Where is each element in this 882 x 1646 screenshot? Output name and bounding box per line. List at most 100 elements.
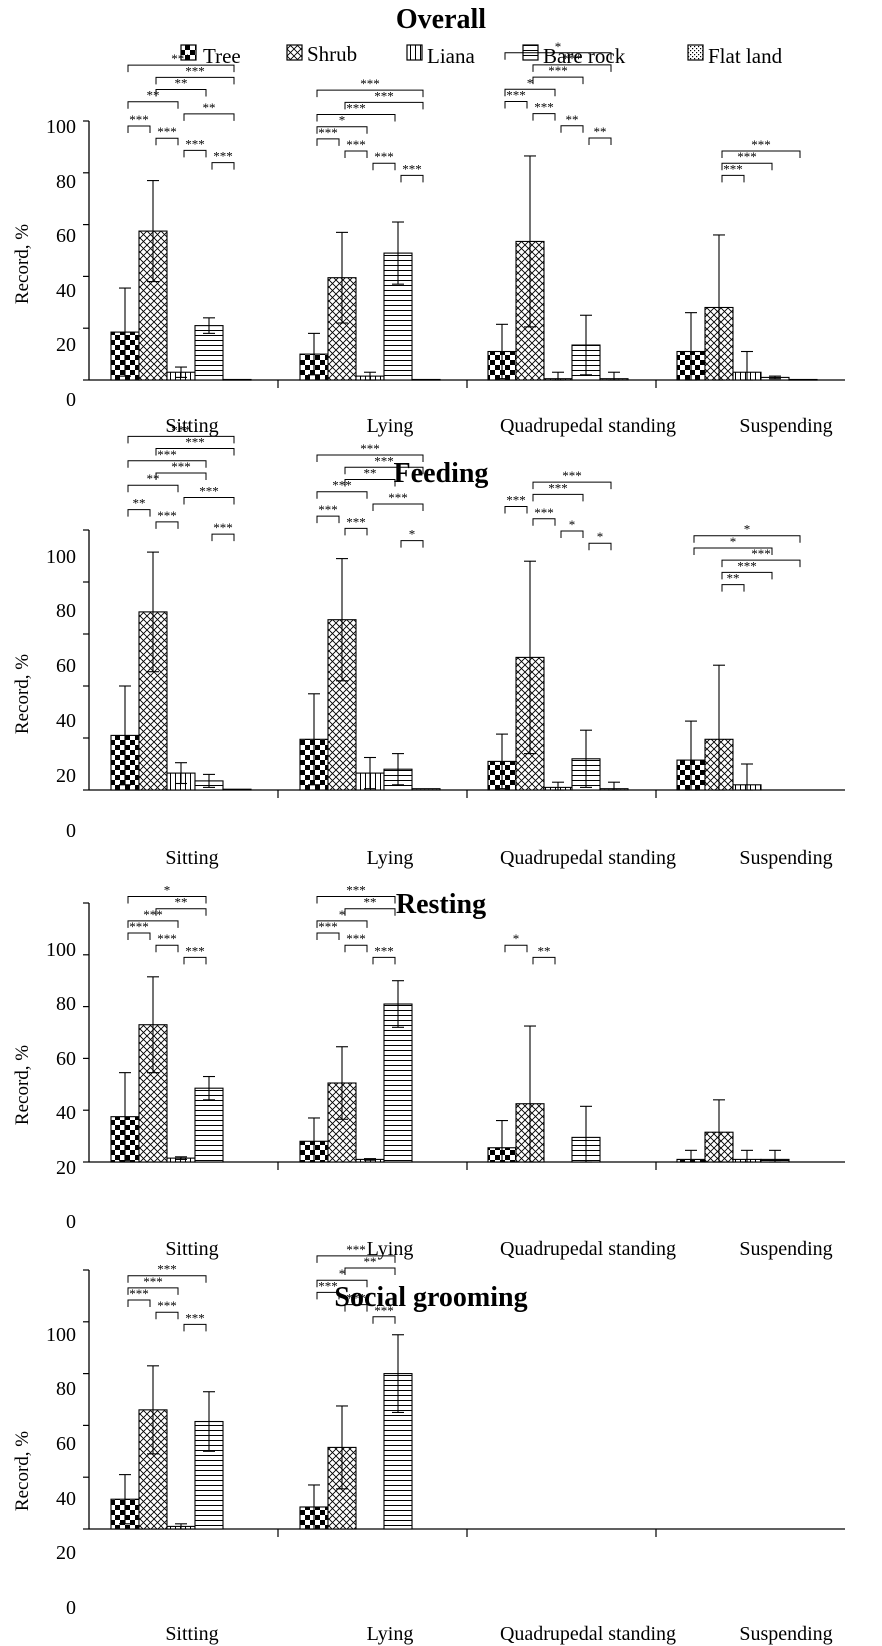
significance-bracket <box>127 920 179 928</box>
significance-label: *** <box>157 1262 177 1277</box>
significance-bracket <box>183 496 235 505</box>
significance-bracket <box>316 1291 340 1300</box>
significance-bracket <box>721 559 801 568</box>
significance-bracket <box>316 1279 368 1288</box>
bar-flat-land <box>411 788 441 791</box>
significance-bracket <box>127 509 151 517</box>
significance-bracket <box>316 114 396 122</box>
significance-bracket <box>721 571 773 580</box>
significance-label: *** <box>185 1310 205 1325</box>
y-tick-labels: 0 20 40 60 80 100 <box>46 116 76 411</box>
panel-overall: Overall Record, % 0 20 40 60 80 100 Sitt… <box>12 4 845 437</box>
significance-bracket <box>532 113 556 121</box>
significance-label: *** <box>157 124 177 139</box>
legend-item-shrub: Shrub <box>286 42 357 66</box>
significance-bracket <box>721 174 745 183</box>
significance-bracket <box>127 1275 207 1283</box>
legend-item-flat-land: Flat land <box>687 44 783 68</box>
significance-bracket <box>400 174 424 183</box>
legend-swatch-flat-land <box>687 44 704 61</box>
legend-label-liana: Liana <box>427 44 475 68</box>
significance-label: *** <box>723 161 743 176</box>
significance-label: *** <box>318 919 338 934</box>
significance-label: *** <box>374 88 394 103</box>
category-label: Suspending <box>739 1238 832 1260</box>
y-axis-label: Record, % <box>12 1431 33 1511</box>
significance-bracket <box>316 920 368 928</box>
significance-bracket <box>532 518 556 526</box>
category-labels: Sitting Lying Quadrupedal standing Suspe… <box>165 1623 832 1645</box>
bar-flat-land <box>411 378 441 381</box>
significance-label: *** <box>737 149 757 164</box>
significance-bracket <box>316 454 424 463</box>
significance-label: *** <box>534 100 554 115</box>
y-axis-label: Record, % <box>12 654 33 734</box>
category-label: Lying <box>367 1623 414 1645</box>
y-axis-label: Record, % <box>12 1045 33 1125</box>
significance-bracket <box>316 1255 396 1263</box>
significance-label: ** <box>147 88 160 103</box>
legend-label-bare-rock: Bare rock <box>543 44 626 68</box>
significance-label: *** <box>129 1286 149 1301</box>
y-tick-label: 20 <box>56 765 76 787</box>
significance-bracket <box>183 149 207 158</box>
legend-label-shrub: Shrub <box>307 42 357 66</box>
significance-label: ** <box>538 943 551 958</box>
y-tick-label: 40 <box>56 710 76 732</box>
significance-bracket <box>316 126 368 134</box>
y-tick-label: 100 <box>46 1324 76 1346</box>
significance-bracket <box>155 944 179 953</box>
significance-bracket <box>127 435 235 444</box>
significance-bracket <box>316 138 340 146</box>
legend: Tree Shrub Liana Bare rock Flat land <box>180 42 783 68</box>
significance-label: * <box>569 517 576 532</box>
significance-label: *** <box>562 51 582 66</box>
y-tick-label: 80 <box>56 993 76 1015</box>
category-label: Sitting <box>165 847 218 869</box>
significance-label: *** <box>360 441 380 456</box>
y-tick-label: 80 <box>56 171 76 193</box>
significance-bracket <box>316 896 396 904</box>
category-labels: Sitting Lying Quadrupedal standing Suspe… <box>165 415 832 437</box>
significance-bracket <box>344 466 424 475</box>
significance-bracket <box>155 89 207 97</box>
y-axis-label: Record, % <box>12 224 33 304</box>
significance-label: *** <box>346 514 366 529</box>
y-tick-labels: 0 20 40 60 80 100 <box>46 939 76 1233</box>
significance-bracket <box>372 956 396 965</box>
significance-label: *** <box>402 161 422 176</box>
significance-label: *** <box>374 453 394 468</box>
significance-label: *** <box>157 1298 177 1313</box>
significance-bracket <box>372 162 396 171</box>
bar-flat-land <box>222 788 252 791</box>
y-tick-label: 20 <box>56 334 76 356</box>
significance-label: *** <box>388 490 408 505</box>
category-labels: Sitting Lying Quadrupedal standing Suspe… <box>165 1238 832 1260</box>
significance-label: ** <box>364 466 377 481</box>
significance-label: *** <box>185 136 205 151</box>
significance-bracket <box>532 493 584 502</box>
legend-label-tree: Tree <box>203 44 241 68</box>
significance-bracket <box>400 540 424 548</box>
significance-label: *** <box>213 520 233 535</box>
significance-label: *** <box>143 1274 163 1289</box>
legend-item-liana: Liana <box>406 44 475 68</box>
significance-bracket <box>183 113 235 121</box>
significance-label: *** <box>332 478 352 493</box>
significance-label: * <box>409 527 416 542</box>
significance-label: * <box>527 75 534 90</box>
y-tick-label: 80 <box>56 1378 76 1400</box>
y-tick-label: 100 <box>46 546 76 568</box>
significance-bracket <box>155 137 179 146</box>
significance-label: *** <box>751 137 771 152</box>
y-tick-label: 0 <box>66 1597 76 1619</box>
y-tick-label: 0 <box>66 389 76 411</box>
bar-bare-rock <box>383 1003 413 1163</box>
plot-area: ****************************************… <box>83 422 845 798</box>
significance-bracket <box>504 100 528 109</box>
panel-title: Feeding <box>394 458 489 489</box>
significance-label: *** <box>374 149 394 164</box>
significance-bracket <box>183 1323 207 1332</box>
category-label: Sitting <box>165 415 218 437</box>
significance-label: * <box>744 522 751 537</box>
